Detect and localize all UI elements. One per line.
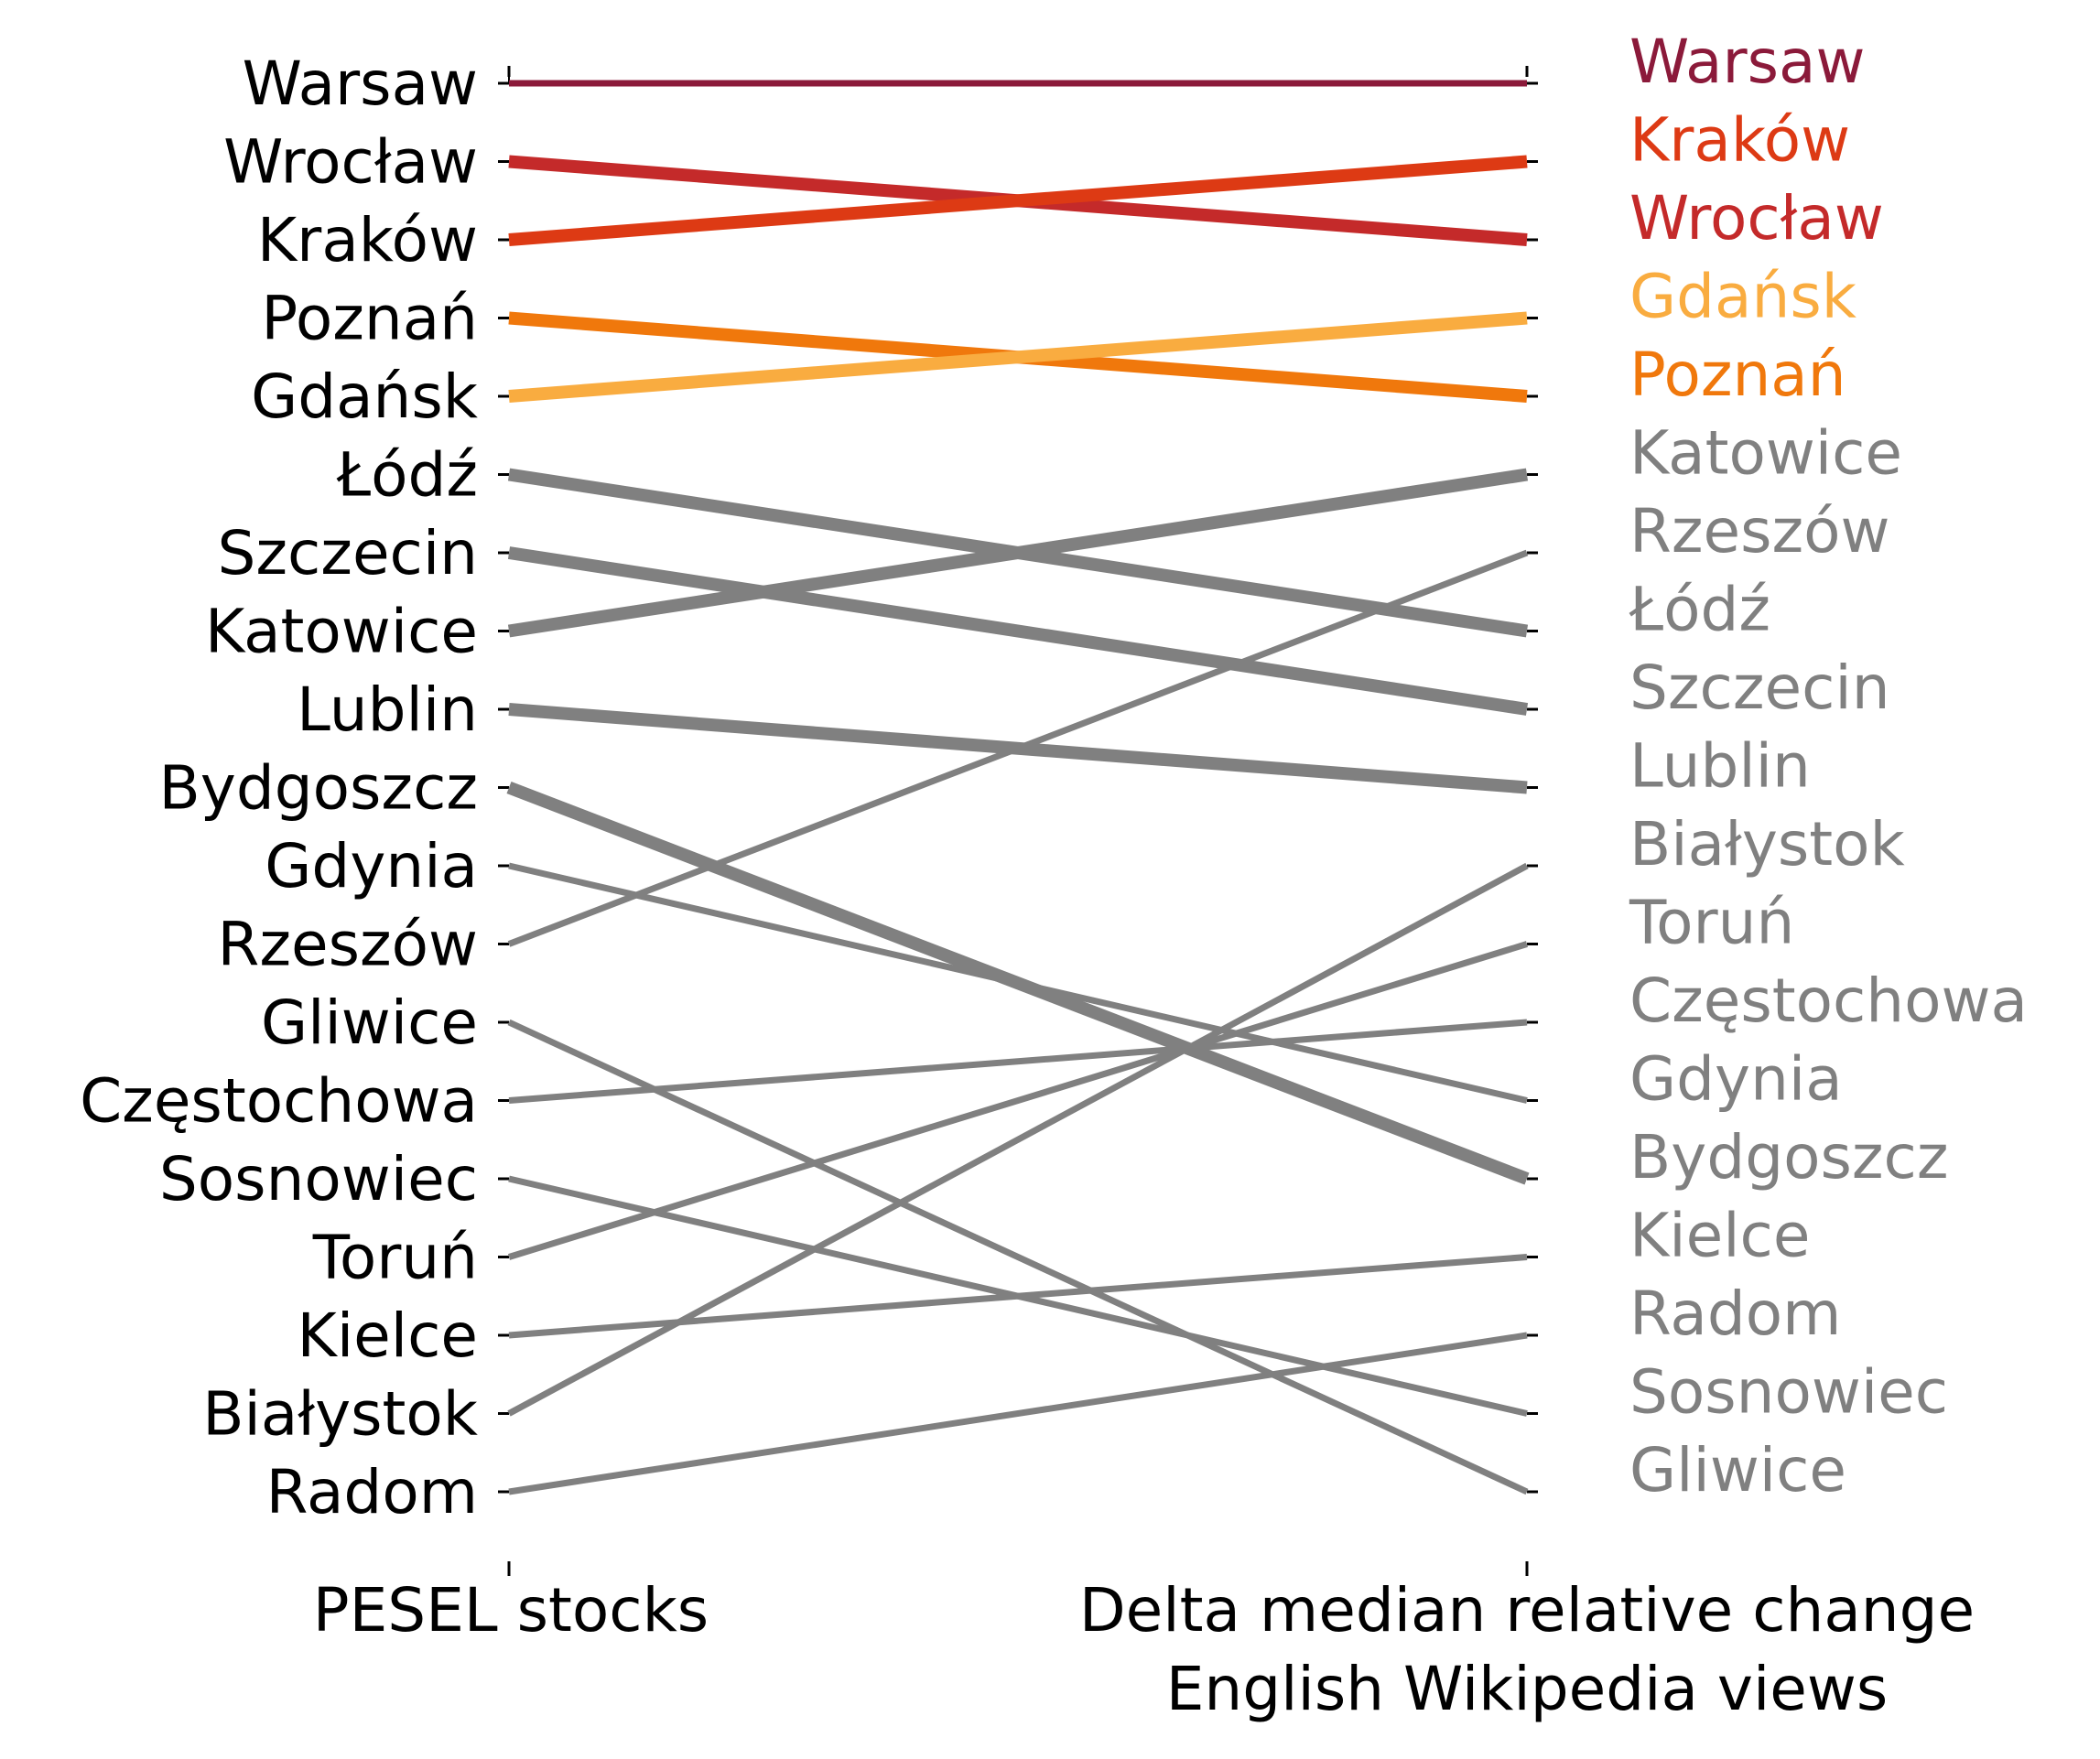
axis-ticks	[498, 66, 1538, 1576]
right-label-gliwice: Gliwice	[1629, 1435, 1846, 1505]
right-label-lublin: Lublin	[1629, 731, 1811, 802]
column-labels: PESEL stocks Delta median relative chang…	[313, 1575, 1975, 1724]
left-label-gdynia: Gdynia	[265, 831, 478, 901]
left-label-sosnowiec: Sosnowiec	[159, 1144, 478, 1214]
slope-lines	[506, 80, 1530, 1495]
slope-line-gliwice	[507, 1019, 1529, 1495]
right-label-czestochowa: Częstochowa	[1629, 966, 2028, 1036]
right-label-bydgoszcz: Bydgoszcz	[1629, 1122, 1948, 1192]
right-label-wroclaw: Wrocław	[1629, 183, 1884, 254]
right-rank-labels: WarsawKrakówWrocławGdańskPoznańKatowiceR…	[1629, 27, 2028, 1505]
slope-line-gdansk	[508, 311, 1528, 403]
right-label-lodz: Łódź	[1629, 575, 1770, 645]
left-label-warsaw: Warsaw	[243, 49, 478, 119]
right-label-radom: Radom	[1629, 1279, 1841, 1349]
left-label-bialystok: Białystok	[202, 1379, 479, 1450]
slope-line-rzeszow	[507, 549, 1529, 947]
right-label-szczecin: Szczecin	[1629, 653, 1890, 723]
right-label-sosnowiec: Sosnowiec	[1629, 1357, 1948, 1428]
left-label-bydgoszcz: Bydgoszcz	[159, 753, 478, 824]
left-label-gdansk: Gdańsk	[251, 362, 479, 432]
slope-line-krakow	[508, 155, 1528, 246]
right-label-poznan: Poznań	[1629, 340, 1846, 410]
slope-line-radom	[508, 1332, 1528, 1495]
left-label-lodz: Łódź	[336, 440, 478, 511]
slope-line-bialystok	[507, 862, 1529, 1417]
right-label-bialystok: Białystok	[1629, 809, 1906, 880]
right-label-rzeszow: Rzeszów	[1629, 496, 1890, 567]
right-label-katowice: Katowice	[1629, 418, 1902, 489]
right-label-gdynia: Gdynia	[1629, 1044, 1843, 1115]
left-column-label: PESEL stocks	[313, 1575, 709, 1646]
right-column-label-line2: English Wikipedia views	[1166, 1654, 1889, 1724]
left-label-poznan: Poznań	[261, 284, 478, 354]
left-label-czestochowa: Częstochowa	[80, 1066, 478, 1137]
left-label-kielce: Kielce	[298, 1300, 478, 1371]
right-label-krakow: Kraków	[1629, 105, 1850, 176]
right-label-warsaw: Warsaw	[1629, 27, 1865, 97]
right-column-label-line1: Delta median relative change	[1079, 1575, 1975, 1646]
right-label-torun: Toruń	[1629, 888, 1794, 958]
right-label-gdansk: Gdańsk	[1629, 262, 1857, 332]
left-label-lublin: Lublin	[297, 674, 478, 745]
slope-line-torun	[507, 941, 1529, 1260]
slope-line-gdynia	[508, 862, 1528, 1104]
left-label-szczecin: Szczecin	[217, 518, 478, 588]
left-label-rzeszow: Rzeszów	[218, 910, 479, 980]
left-label-torun: Toruń	[312, 1223, 478, 1293]
left-label-wroclaw: Wrocław	[223, 127, 478, 198]
slope-line-szczecin	[507, 546, 1529, 716]
left-label-krakow: Kraków	[257, 205, 478, 275]
left-label-katowice: Katowice	[205, 597, 478, 667]
right-label-kielce: Kielce	[1629, 1201, 1810, 1271]
slope-line-kielce	[508, 1254, 1528, 1339]
slope-line-czestochowa	[508, 1019, 1528, 1104]
left-label-gliwice: Gliwice	[261, 987, 478, 1058]
left-label-radom: Radom	[266, 1457, 478, 1527]
slope-line-katowice	[507, 468, 1529, 638]
